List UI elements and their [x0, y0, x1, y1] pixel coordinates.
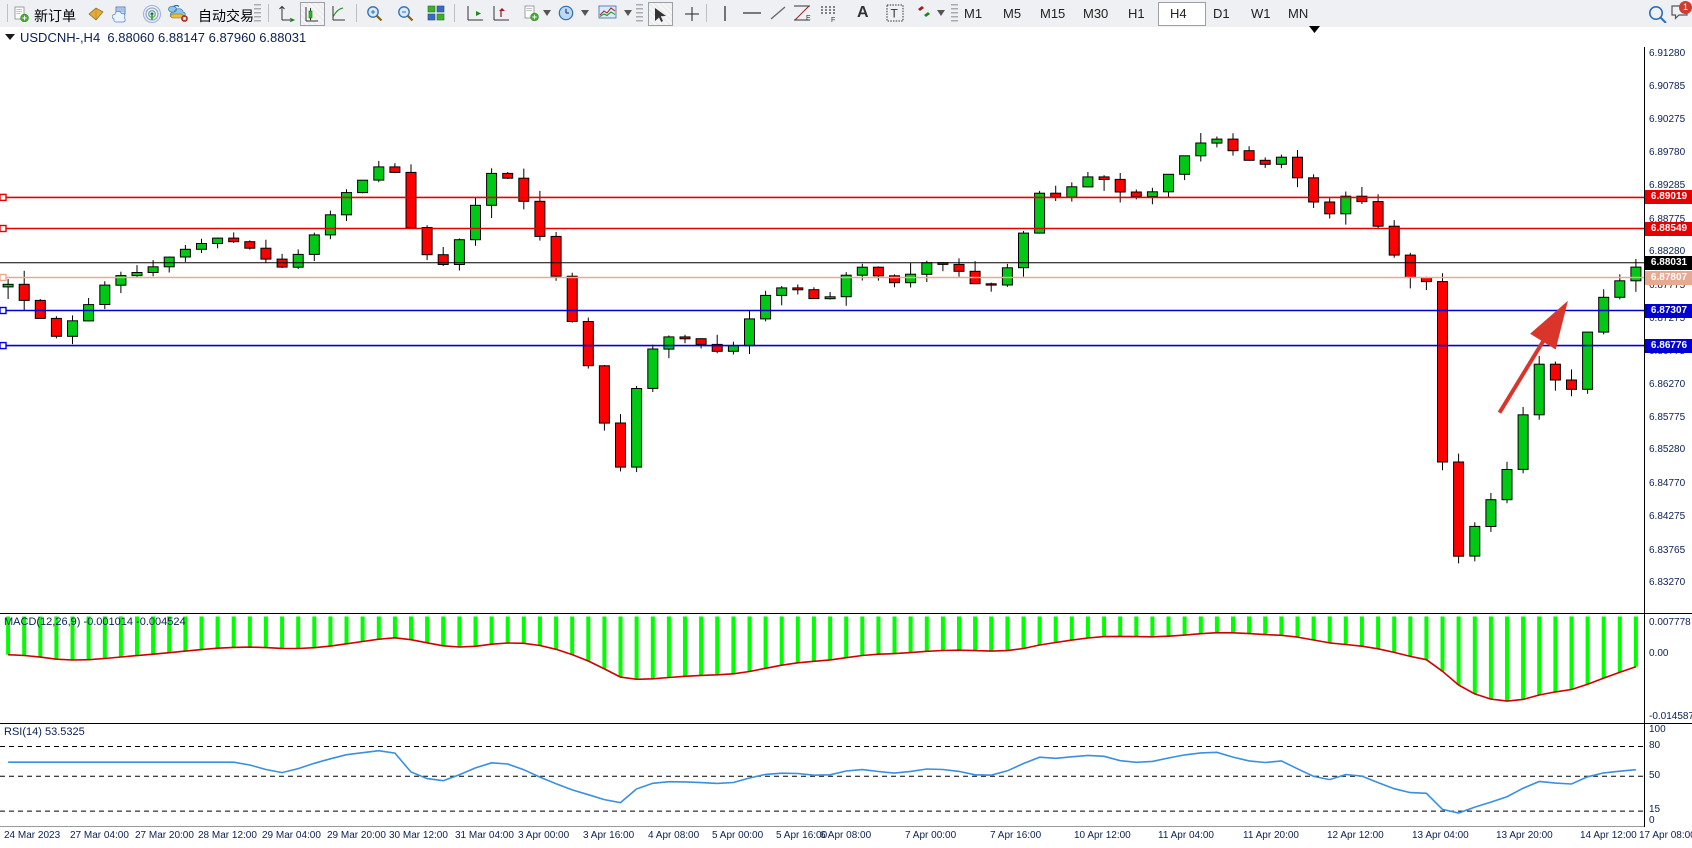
svg-text:F: F [831, 17, 835, 23]
svg-text:T: T [891, 7, 899, 21]
svg-text:E: E [806, 15, 811, 22]
